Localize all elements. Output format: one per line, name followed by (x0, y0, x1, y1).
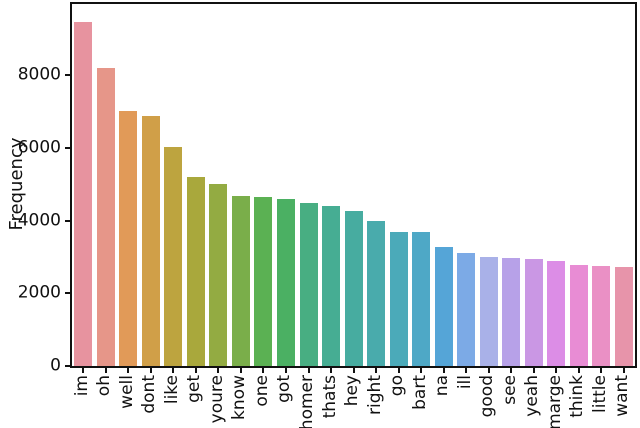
x-tick-label-got: got (274, 375, 295, 403)
x-tick-label-marge: marge (544, 375, 565, 428)
x-tick-label-na: na (432, 375, 453, 397)
bar-little (592, 266, 611, 366)
x-tick-mark (532, 368, 535, 373)
y-tick-label-6000: 6000 (17, 137, 61, 158)
y-tick-mark (65, 365, 70, 367)
x-tick-mark (577, 368, 580, 373)
x-tick-mark (307, 368, 310, 373)
x-tick-label-youre: youre (206, 375, 227, 424)
x-tick-label-see: see (499, 375, 520, 405)
x-tick-mark (442, 368, 445, 373)
x-tick-label-yeah: yeah (522, 375, 543, 417)
bar-ill (457, 253, 476, 366)
x-tick-mark (194, 368, 197, 373)
bar-good (479, 257, 498, 366)
x-tick-label-get: get (184, 375, 205, 403)
bar-get (186, 176, 205, 366)
x-tick-label-thats: thats (319, 375, 340, 419)
x-tick-label-oh: oh (94, 375, 115, 397)
x-tick-mark (172, 368, 175, 373)
x-tick-mark (555, 368, 558, 373)
x-tick-label-think: think (567, 375, 588, 418)
y-tick-label-2000: 2000 (17, 282, 61, 303)
x-tick-mark (82, 368, 85, 373)
bar-youre (209, 184, 228, 366)
x-tick-mark (149, 368, 152, 373)
bar-na (434, 247, 453, 366)
x-tick-mark (510, 368, 513, 373)
bar-right (367, 220, 385, 366)
x-tick-mark (352, 368, 355, 373)
bars-container (72, 4, 635, 366)
x-tick-label-well: well (116, 375, 137, 409)
x-tick-label-homer: homer (297, 375, 317, 428)
y-tick-mark (65, 146, 70, 149)
y-tick-label-8000: 8000 (17, 64, 61, 85)
bar-im (74, 21, 93, 366)
bar-bart (412, 232, 431, 366)
x-tick-mark (622, 368, 625, 373)
x-tick-mark (397, 368, 400, 373)
bar-oh (96, 68, 115, 366)
bar-marge (547, 260, 566, 366)
bar-thats (322, 205, 340, 366)
plot-area (70, 2, 637, 368)
y-tick-mark (65, 73, 70, 76)
x-tick-mark (487, 368, 490, 373)
bar-go (389, 231, 408, 366)
y-tick-label-4000: 4000 (17, 210, 61, 230)
bar-think (569, 264, 588, 366)
x-tick-label-ill: ill (454, 375, 475, 390)
x-tick-label-good: good (477, 375, 498, 418)
bar-hey (344, 211, 363, 366)
bar-one (254, 196, 273, 366)
x-tick-label-bart: bart (409, 375, 430, 410)
x-tick-mark (217, 368, 220, 373)
x-tick-mark (420, 368, 423, 373)
bar-got (276, 199, 295, 366)
bar-know (231, 196, 250, 366)
x-tick-label-like: like (161, 375, 182, 405)
x-tick-label-little: little (589, 375, 610, 413)
x-tick-mark (104, 368, 107, 373)
x-tick-label-one: one (251, 375, 272, 407)
x-tick-label-im: im (71, 375, 92, 397)
bar-well (119, 111, 138, 366)
x-tick-label-want: want (612, 375, 633, 417)
x-tick-label-go: go (387, 375, 407, 397)
bar-dont (141, 116, 160, 366)
y-tick-mark (65, 219, 70, 222)
x-tick-mark (465, 368, 468, 373)
x-tick-mark (262, 368, 265, 373)
x-tick-mark (127, 368, 130, 373)
y-tick-mark (65, 292, 70, 295)
x-tick-label-hey: hey (342, 375, 362, 407)
bar-like (164, 147, 183, 366)
y-tick-label-0: 0 (50, 355, 61, 376)
x-tick-label-dont: dont (139, 375, 160, 414)
x-tick-mark (600, 368, 603, 373)
bar-see (502, 257, 521, 366)
bar-homer (299, 202, 318, 366)
x-tick-mark (330, 368, 332, 373)
bar-yeah (524, 258, 543, 366)
x-tick-mark (284, 368, 287, 373)
x-tick-label-know: know (229, 375, 250, 420)
x-tick-label-right: right (364, 375, 385, 415)
bar-want (614, 267, 633, 366)
x-tick-mark (375, 368, 377, 373)
x-tick-mark (239, 368, 242, 373)
